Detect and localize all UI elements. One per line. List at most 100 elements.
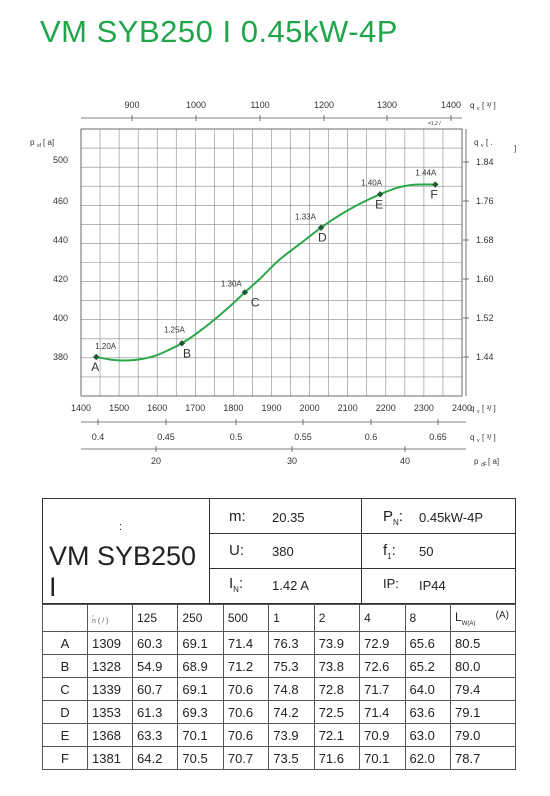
level-cell: 73.9 [268,723,315,747]
level-cell: 73.5 [268,746,315,770]
frequency-label: f1: [383,542,396,561]
frequency-value: 50 [419,544,434,559]
right-axis-label-unit: ] [514,144,516,153]
right-axis-label-unit: [ . [486,138,493,147]
sound-power-header: LW(A) (A) [450,604,516,632]
left-axis-label-sub: sf [37,143,42,149]
table-row: C 1339 60.7 69.1 70.6 74.8 72.8 71.7 64.0 79.4 [42,677,516,701]
operating-point-current: 1.25A [164,325,186,334]
model-name: VM SYB250 I [49,541,197,602]
level-cell: 75.3 [268,654,315,678]
ip-value: IP44 [419,578,446,593]
level-cell: 70.1 [359,746,406,770]
level-cell: 70.7 [222,746,270,770]
operating-point-current: 1.40A [361,178,383,187]
bottom-axis3-label: p [474,457,479,466]
freq-header: 500 [222,604,270,632]
current-label: IN: [229,575,243,594]
performance-curve [96,183,436,362]
level-cell: 73.8 [313,654,361,678]
bottom-axis2-tick-label: 0.65 [429,432,447,442]
ip-label: IP: [383,576,399,591]
level-cell: 69.1 [177,631,224,655]
bottom-axis2-label-sub: v [477,438,480,444]
level-cell: 71.2 [222,654,270,678]
power-value: 0.45kW-4P [419,510,484,525]
power-label: PN: [383,508,403,527]
level-cell: 74.8 [268,677,315,701]
divider [209,568,515,569]
bottom-axis2-tick-label: 0.6 [365,432,378,442]
bottom-axis-label-unit: [ ³/ ] [482,404,496,413]
divider [361,499,362,603]
power-symbol: P [383,508,394,525]
level-cell: 71.7 [359,677,406,701]
row-label: B [42,654,88,678]
sound-power-cell: 80.0 [450,654,516,678]
level-cell: 69.3 [177,700,224,724]
bottom-axis-tick-label: 2200 [376,403,396,413]
level-cell: 76.3 [268,631,315,655]
sound-power-cell: 79.0 [450,723,516,747]
speed-cell: 1353 [87,700,133,724]
level-cell: 71.4 [222,631,270,655]
bottom-axis3-tick-label: 40 [400,456,410,466]
operating-point-letter: A [91,360,99,374]
level-cell: 70.6 [222,700,270,724]
right-axis-tick-label: 1.44 [476,352,494,362]
current-sub: N [233,585,239,594]
freq-header: 2 [313,604,361,632]
left-axis-label: p [30,138,35,147]
table-row: E 1368 63.3 70.1 70.6 73.9 72.1 70.9 63.0 79.0 [42,723,516,747]
level-cell: 65.2 [404,654,452,678]
table-header-row: ,n ( / ) 125 250 500 1 2 4 8 LW(A) (A) [42,604,516,632]
level-cell: 54.9 [131,654,179,678]
page-title: VM SYB250 I 0.45kW-4P [40,14,398,49]
right-axis-tick-label: 1.76 [476,196,494,206]
top-axis-tick-label: 1100 [250,100,269,110]
row-label: D [42,700,88,724]
freq-header: 1 [268,604,315,632]
level-cell: 72.6 [359,654,406,678]
right-axis-tick-label: 1.68 [476,235,494,245]
left-axis-label-unit: [ a] [43,138,54,147]
top-axis-tick-label: 1200 [314,100,334,110]
level-cell: 70.5 [177,746,224,770]
level-cell: 64.2 [131,746,179,770]
power-colon: : [398,508,403,525]
bottom-axis-tick-label: 1600 [147,403,167,413]
operating-point-letter: D [318,231,327,245]
bottom-axis-tick-label: 1500 [109,403,129,413]
table-header-cell [42,604,88,632]
level-cell: 73.9 [313,631,361,655]
bottom-axis2-tick-label: 0.55 [294,432,312,442]
right-axis-tick-label: 1.84 [476,157,494,167]
speed-cell: 1368 [87,723,133,747]
mass-label: m: [229,508,246,525]
table-row: A 1309 60.3 69.1 71.4 76.3 73.9 72.9 65.6 80.5 [42,631,516,655]
sound-power-cell: 80.5 [450,631,516,655]
level-cell: 70.9 [359,723,406,747]
top-axis-tick-label: 900 [124,100,139,110]
level-cell: 62.0 [404,746,452,770]
level-cell: 74.2 [268,700,315,724]
sound-power-symbol: L [455,609,462,624]
current-symbol: I [229,575,234,592]
speed-cell: 1339 [87,677,133,701]
frequency-colon: : [391,542,396,559]
current-colon: : [238,575,244,592]
level-cell: 63.6 [404,700,452,724]
plot-frame [80,128,463,397]
level-cell: 61.3 [131,700,179,724]
row-label: F [42,746,88,770]
freq-header: 125 [131,604,179,632]
operating-point [376,191,384,198]
right-axis-label-sub: v [481,143,484,149]
sound-power-cell: 79.4 [450,677,516,701]
frequency-sub: 1 [387,552,392,561]
bottom-axis2-label-unit: [ ³/ ] [482,433,496,442]
speed-cell: 1328 [87,654,133,678]
level-cell: 70.6 [222,723,270,747]
bottom-axis3-tick-label: 30 [287,456,297,466]
level-cell: 72.1 [313,723,361,747]
